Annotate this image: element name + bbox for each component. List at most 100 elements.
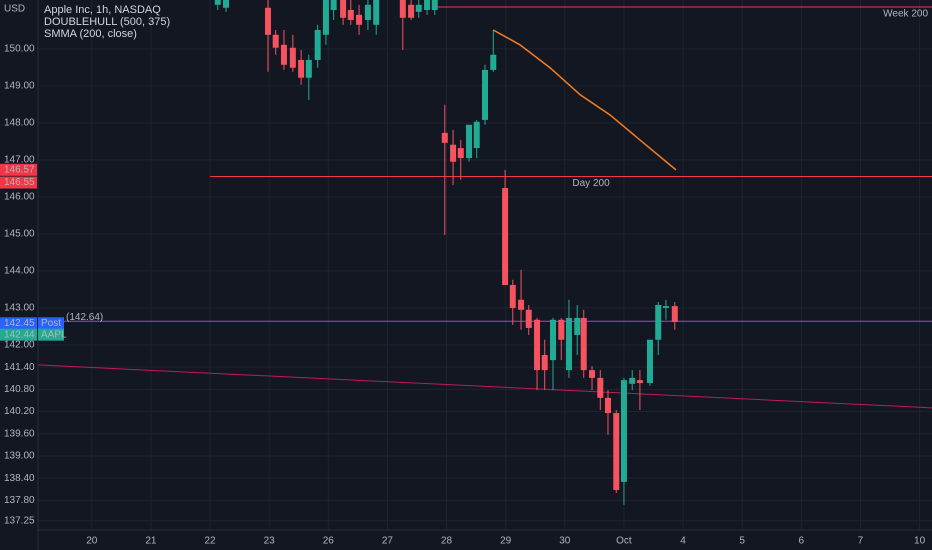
x-tick-label: Oct: [616, 536, 632, 547]
trend-line: [38, 364, 932, 409]
candle-body: [629, 377, 636, 384]
x-tick-label: 7: [858, 536, 864, 547]
y-tick-label: 140.80: [4, 384, 35, 395]
price-marker: [0, 176, 37, 189]
x-tick-label: 4: [680, 536, 686, 547]
price-marker-label: 142.44: [4, 329, 35, 340]
y-tick-label: 139.60: [4, 428, 35, 439]
y-tick-label: 146.00: [4, 192, 35, 203]
candle-body: [399, 0, 406, 18]
candle-body: [265, 7, 272, 35]
candle-body: [347, 9, 354, 20]
x-tick-label: 21: [145, 536, 157, 547]
y-tick-label: 141.40: [4, 362, 35, 373]
price-marker: [0, 328, 37, 341]
price-tag: [38, 317, 64, 330]
x-tick-label: 22: [204, 536, 216, 547]
line-label: Day 200: [572, 178, 610, 189]
candle-body: [408, 4, 415, 18]
y-tick-label: 137.80: [4, 495, 35, 506]
y-tick-label: 143.00: [4, 303, 35, 314]
candle-body: [314, 29, 321, 60]
indicator: SMMA (200, close): [44, 28, 137, 40]
candle-body: [441, 132, 448, 143]
y-tick-label: 137.25: [4, 515, 35, 526]
candle-body: [655, 304, 662, 340]
candle-body: [482, 69, 488, 120]
price-marker-label: 142.45: [4, 318, 35, 329]
last-price-label: (142.64): [66, 312, 103, 323]
x-tick-label: 20: [86, 536, 98, 547]
candle-body: [450, 144, 457, 162]
price-tag-label: Post: [41, 318, 61, 329]
candle-body: [589, 370, 596, 378]
candle-body: [364, 4, 371, 20]
candle-body: [466, 124, 473, 159]
candle-body: [525, 309, 532, 328]
candle-body: [280, 44, 287, 65]
currency: USD: [4, 4, 25, 15]
candle-body: [298, 59, 305, 78]
candle-body: [223, 0, 230, 8]
y-tick-label: 139.00: [4, 451, 35, 462]
y-tick-label: 140.20: [4, 406, 35, 417]
y-tick-label: 142.00: [4, 340, 35, 351]
y-tick-label: 145.00: [4, 229, 35, 240]
x-tick-label: 5: [739, 536, 745, 547]
indicator: DOUBLEHULL (500, 375): [44, 16, 170, 28]
y-tick-label: 144.00: [4, 266, 35, 277]
candle-body: [558, 319, 565, 340]
candle-body: [580, 317, 587, 371]
price-marker-label: 146.57: [4, 164, 35, 175]
price-marker-label: 146.55: [4, 177, 35, 188]
candle-body: [330, 0, 337, 10]
candle-body: [473, 121, 480, 149]
price-marker: [0, 163, 37, 176]
candle-body: [620, 380, 627, 482]
price-tag-label: AAPL: [41, 329, 67, 340]
candle-body: [518, 299, 525, 310]
candle-body: [565, 317, 572, 371]
candle-body: [646, 339, 653, 384]
x-tick-label: 30: [559, 536, 571, 547]
y-tick-label: 147.00: [4, 155, 35, 166]
candle-body: [272, 34, 279, 48]
price-marker: [0, 317, 37, 330]
candle-body: [671, 306, 678, 322]
price-tag: [38, 328, 64, 341]
candle-body: [662, 306, 669, 308]
candle-body: [431, 0, 438, 10]
candle-body: [541, 354, 548, 371]
y-tick-label: 138.40: [4, 473, 35, 484]
candle-body: [415, 4, 422, 12]
plot-area: Week 200 Day 200 (142.64): [38, 0, 932, 505]
y-tick-label: 149.00: [4, 81, 35, 92]
x-tick-label: 28: [441, 536, 453, 547]
axes: 150.00 149.00 148.00 147.00 146.00 145.00 144.…: [0, 43, 926, 547]
chart-title: Apple Inc, 1h, NASDAQ: [44, 4, 161, 16]
candle-body: [604, 397, 611, 414]
candle-body: [636, 380, 643, 384]
candle-body: [340, 0, 347, 18]
candle-body: [373, 0, 380, 25]
x-tick-label: 10: [914, 536, 926, 547]
candle-body: [305, 59, 312, 78]
candle-body: [490, 54, 497, 70]
candle-body: [356, 14, 363, 25]
candle-body: [597, 377, 604, 398]
candle-body: [214, 0, 221, 5]
x-tick-label: 27: [382, 536, 394, 547]
smma-line: [492, 29, 677, 171]
candle-body: [534, 319, 541, 371]
candle-body: [613, 413, 620, 491]
x-tick-label: 23: [264, 536, 276, 547]
candle-body: [424, 0, 431, 10]
line-label: Week 200: [883, 9, 928, 20]
candle-body: [549, 319, 556, 361]
candle-body: [502, 188, 509, 285]
y-tick-label: 148.00: [4, 118, 35, 129]
x-tick-label: 29: [500, 536, 512, 547]
candle-body: [457, 148, 464, 159]
